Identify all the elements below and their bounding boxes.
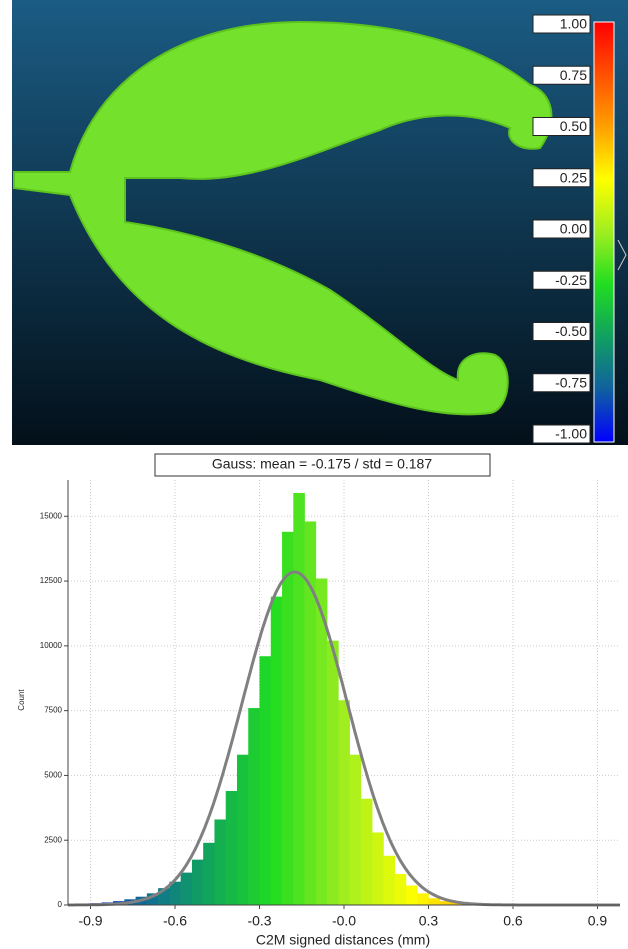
page: Gauss: mean = -0.175 / std = 0.187 C2M s… [0,0,628,949]
histogram-bar [428,898,440,905]
histogram-bar [395,874,407,905]
x-tick-label: 0.6 [503,913,523,929]
x-axis-label: C2M signed distances (mm) [256,932,430,948]
y-tick-label: 0 [58,900,63,909]
histogram-bar [271,597,283,905]
histogram-bar [406,886,418,905]
color-scale-bar [594,22,614,442]
x-tick-label: 0.3 [419,913,439,929]
x-tick-label: -0.0 [332,913,356,929]
scale-tick-label: 1.00 [560,16,587,32]
histogram-bar [260,656,272,905]
histogram-bar [338,700,350,905]
y-tick-label: 10000 [40,641,63,650]
scale-tick-label: 0.25 [560,169,587,185]
scale-tick-label: -0.75 [555,374,587,390]
x-tick-label: -0.3 [247,913,271,929]
figure: Gauss: mean = -0.175 / std = 0.187 C2M s… [0,0,628,949]
x-tick-label: -0.6 [163,913,187,929]
y-axis-label: Count [17,689,26,711]
histogram-bar [203,843,215,905]
histogram-bar [282,532,294,905]
histogram-bar [181,873,193,905]
y-tick-label: 5000 [44,771,62,780]
histogram-bar [237,755,249,905]
histogram-bar [214,819,226,905]
histogram-bar [226,791,238,905]
histogram-bar [293,493,305,905]
histogram-bar [361,799,373,905]
histogram-bar [248,708,260,905]
histogram-bar [417,893,429,905]
scale-tick-label: 0.50 [560,118,587,134]
y-tick-label: 12500 [40,576,63,585]
x-tick-label: -0.9 [78,913,102,929]
histogram-bar [350,755,362,905]
histogram-bar [372,832,384,905]
scale-tick-label: -1.00 [555,426,587,442]
scale-tick-label: -0.25 [555,272,587,288]
x-tick-label: 0.9 [588,913,608,929]
histogram-bar [192,860,204,905]
scale-tick-label: 0.75 [560,67,587,83]
scale-tick-label: -0.50 [555,323,587,339]
y-tick-label: 15000 [40,511,63,520]
scale-tick-label: 0.00 [560,221,587,237]
histogram-bar [383,856,395,905]
histogram-bar [327,641,339,905]
y-tick-label: 2500 [44,835,62,844]
y-tick-label: 7500 [44,706,62,715]
chart-title: Gauss: mean = -0.175 / std = 0.187 [212,456,432,472]
